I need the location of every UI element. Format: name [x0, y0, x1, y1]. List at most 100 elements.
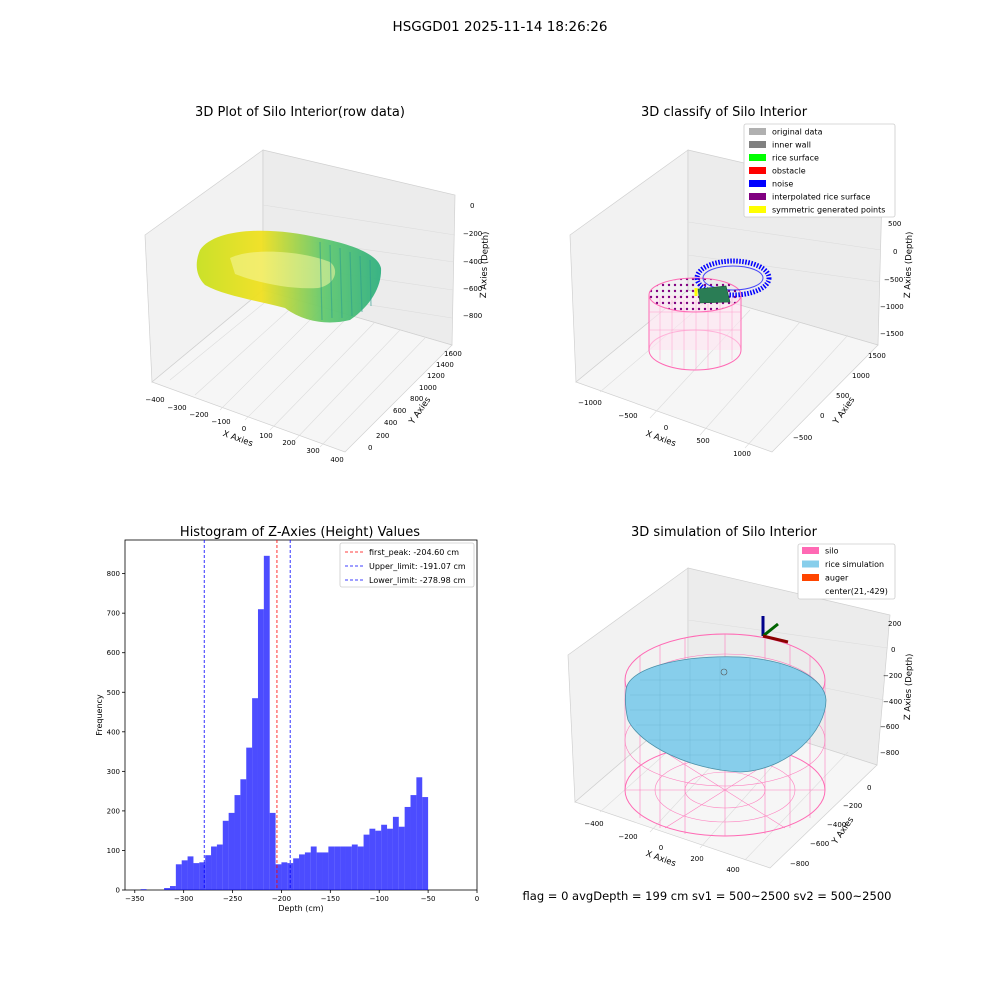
hist-bar [340, 846, 346, 890]
classify-ztick: 500 [888, 220, 901, 228]
hist-bar [257, 609, 264, 890]
sim-ylabel: Y Axies [830, 815, 857, 847]
raw-ztick: −600 [463, 285, 482, 293]
raw-xtick: 0 [242, 425, 246, 433]
sim-legend-swatch [802, 547, 819, 554]
classify-legend-swatch [749, 206, 766, 213]
hist-ytick-label: 200 [107, 807, 120, 815]
raw-ytick: 1000 [419, 384, 437, 392]
hist-bar [234, 795, 241, 890]
hist-title: Histogram of Z-Axies (Height) Values [180, 525, 420, 540]
hist-bar [363, 834, 370, 890]
hist-bar [357, 846, 364, 890]
classify-zlabel: Z Axies (Depth) [903, 231, 915, 298]
classify-title: 3D classify of Silo Interior [641, 105, 808, 120]
hist-xtick-label: −250 [223, 895, 242, 903]
hist-xticks: −350 −300 −250 −200 −150 −100 −50 0 [125, 890, 479, 903]
hist-bar [310, 846, 317, 890]
hist-xlabel: Depth (cm) [278, 904, 323, 913]
figure-suptitle: HSGGD01 2025-11-14 18:26:26 [393, 19, 608, 35]
raw-xtick: −400 [145, 396, 164, 404]
hist-bar [263, 555, 270, 890]
classify-xtick: 500 [696, 437, 709, 445]
classify-legend-label: noise [772, 180, 793, 189]
raw-xtick: −100 [211, 418, 230, 426]
classify-legend-swatch [749, 180, 766, 187]
classify-legend-label: inner wall [772, 141, 811, 150]
sim-title: 3D simulation of Silo Interior [631, 525, 818, 540]
sim-xtick: 200 [690, 855, 703, 863]
classify-legend-swatch [749, 193, 766, 200]
raw-ytick: 800 [410, 395, 423, 403]
hist-bar [293, 858, 300, 890]
hist-bar [375, 830, 382, 890]
sim-axis-y [762, 622, 779, 638]
hist-ytick-label: 700 [107, 610, 120, 618]
sim-legend-label: center(21,-429) [825, 587, 888, 596]
raw-ztick: 0 [470, 202, 474, 210]
raw-zlabel: Z Axies (Depth) [479, 231, 491, 298]
hist-bar [140, 889, 147, 890]
classify-noise-ring-inner [702, 265, 764, 291]
panel-histogram: Histogram of Z-Axies (Height) Values −35… [95, 525, 479, 913]
sim-xtick: 400 [726, 866, 739, 874]
classify-ytick: −500 [793, 434, 812, 442]
raw-xtick: −300 [167, 404, 186, 412]
raw-ztick: −200 [463, 230, 482, 238]
hist-ytick-label: 100 [107, 847, 120, 855]
raw-ytick: 0 [368, 444, 372, 452]
sim-ztick: −800 [880, 749, 899, 757]
hist-bar [211, 846, 217, 890]
classify-legend-swatch [749, 167, 766, 174]
classify-ytick: 500 [836, 392, 849, 400]
raw-ytick: 400 [384, 419, 397, 427]
hist-ytick-label: 800 [107, 570, 120, 578]
hist-bar [246, 747, 253, 890]
classify-legend-swatch [749, 141, 766, 148]
sim-ytick: −800 [790, 860, 809, 868]
classify-noise-ring [694, 258, 772, 298]
hist-xtick-label: −300 [174, 895, 193, 903]
classify-ztick: 0 [893, 248, 897, 256]
hist-ytick-label: 600 [107, 649, 120, 657]
sim-ztick: −200 [883, 672, 902, 680]
hist-bar [222, 820, 229, 890]
hist-xtick-label: −150 [321, 895, 340, 903]
classify-legend-label: rice surface [772, 154, 819, 163]
hist-bar [398, 826, 405, 890]
hist-bar [328, 846, 335, 890]
hist-bar [381, 824, 388, 890]
hist-bar [164, 888, 170, 890]
sim-legend-label: rice simulation [825, 560, 884, 569]
sim-legend-swatch [802, 574, 819, 581]
classify-rice-surface [697, 285, 731, 304]
hist-bar [351, 844, 358, 890]
hist-bar [345, 846, 352, 890]
classify-legend-label: interpolated rice surface [772, 193, 870, 202]
hist-bar [199, 862, 206, 890]
sim-ytick: −400 [827, 821, 846, 829]
raw-point-cloud-inner [230, 251, 336, 289]
hist-ytick-label: 400 [107, 728, 120, 736]
hist-bar [316, 852, 323, 890]
raw-xtick: 100 [259, 432, 272, 440]
sim-xtick: 0 [659, 844, 663, 852]
raw-xtick: 300 [306, 447, 319, 455]
hist-bar [422, 797, 429, 890]
hist-legend-label: Lower_limit: -278.98 cm [369, 576, 466, 585]
hist-ytick-label: 0 [116, 887, 120, 895]
sim-ztick: 200 [888, 620, 901, 628]
hist-bar [369, 828, 376, 890]
hist-xtick-label: −100 [370, 895, 389, 903]
raw-ztick: −400 [463, 258, 482, 266]
hist-bar [299, 854, 305, 890]
raw-ytick: 1400 [436, 361, 454, 369]
hist-bar [181, 860, 188, 890]
hist-ytick-label: 300 [107, 768, 120, 776]
sim-zlabel: Z Axies (Depth) [903, 653, 915, 720]
hist-lines [203, 540, 291, 890]
hist-bar [416, 777, 423, 890]
hist-bar [322, 852, 329, 890]
classify-ytick: 1500 [868, 352, 886, 360]
